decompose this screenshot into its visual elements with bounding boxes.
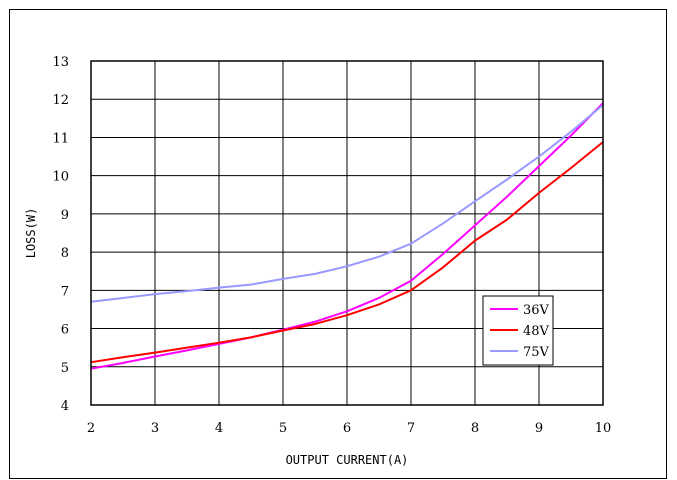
y-axis-label: LOSS(W): [24, 208, 38, 259]
series-line-48V: [90, 141, 604, 364]
legend-label-75V: 75V: [523, 345, 550, 360]
y-tick-label: 9: [61, 208, 69, 223]
y-tick-label: 6: [61, 323, 69, 338]
loss-chart: 4 5 6 7 8 9 10 11 12 13 2 3 4 5 6 7 8 9 10 OUTPUT CURRENT…: [24, 55, 611, 467]
x-tick-label: 7: [407, 421, 415, 436]
x-tick-label: 8: [471, 421, 479, 436]
series-line-75V: [90, 104, 604, 303]
x-tick-label: 9: [535, 421, 543, 436]
series-line-36V: [90, 102, 604, 370]
series-lines: [90, 102, 604, 370]
y-tick-label: 7: [61, 284, 69, 299]
y-tick-labels: 4 5 6 7 8 9 10 11 12 13: [52, 55, 69, 414]
x-tick-label: 5: [279, 421, 287, 436]
legend-label-48V: 48V: [523, 324, 550, 339]
x-tick-label: 10: [595, 421, 612, 436]
x-axis-label: OUTPUT CURRENT(A): [286, 453, 409, 467]
y-tick-label: 11: [52, 131, 69, 146]
x-tick-label: 4: [215, 421, 223, 436]
x-tick-label: 6: [343, 421, 351, 436]
y-tick-label: 5: [61, 361, 69, 376]
y-tick-label: 12: [52, 93, 69, 108]
y-tick-label: 13: [52, 55, 69, 70]
plot-border: [90, 60, 604, 406]
x-tick-label: 2: [87, 421, 95, 436]
y-tick-label: 4: [61, 399, 69, 414]
legend-label-36V: 36V: [523, 303, 550, 318]
chart-frame: 4 5 6 7 8 9 10 11 12 13 2 3 4 5 6 7 8 9 10 OUTPUT CURRENT…: [9, 9, 667, 479]
x-tick-label: 3: [151, 421, 159, 436]
y-tick-label: 10: [52, 170, 69, 185]
legend: 36V 48V 75V: [482, 295, 554, 366]
y-tick-label: 8: [61, 246, 69, 261]
x-tick-labels: 2 3 4 5 6 7 8 9 10: [87, 421, 611, 436]
